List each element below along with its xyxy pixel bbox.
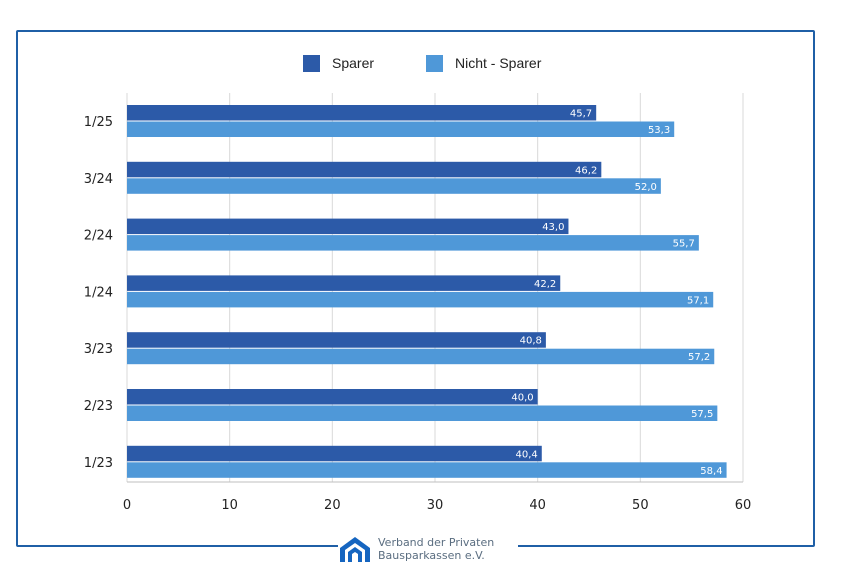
bar-nicht-sparer-1-25 xyxy=(127,121,675,137)
bar-sparer-1-24 xyxy=(127,275,561,291)
legend: Sparer Nicht - Sparer xyxy=(0,53,850,73)
bar-nicht-sparer-2-24 xyxy=(127,235,699,251)
y-tick-label-2-24: 2/24 xyxy=(84,229,113,244)
data-label-sparer-2-23: 40,0 xyxy=(511,393,533,404)
x-tick-label-50: 50 xyxy=(632,498,649,513)
bar-nicht-sparer-3-24 xyxy=(127,178,661,194)
data-label-nicht-sparer-3-23: 57,2 xyxy=(688,352,710,363)
data-label-nicht-sparer-2-24: 55,7 xyxy=(673,239,695,250)
bar-sparer-3-24 xyxy=(127,161,602,178)
legend-swatch-nicht-sparer xyxy=(426,54,443,72)
logo-text-line2: Bausparkassen e.V. xyxy=(378,549,485,562)
data-label-nicht-sparer-1-24: 57,1 xyxy=(687,295,709,306)
bar-nicht-sparer-1-24 xyxy=(127,291,714,308)
x-tick-label-30: 30 xyxy=(427,498,444,513)
data-label-sparer-2-24: 43,0 xyxy=(542,222,564,233)
bar-nicht-sparer-1-23 xyxy=(127,462,727,478)
bar-sparer-3-23 xyxy=(127,332,546,348)
data-label-sparer-1-25: 45,7 xyxy=(570,109,592,120)
y-tick-label-1-23: 1/23 xyxy=(84,456,113,471)
data-label-sparer-1-23: 40,4 xyxy=(516,449,538,460)
x-tick-label-20: 20 xyxy=(324,498,341,513)
house-logo-icon xyxy=(340,537,370,562)
legend-item-sparer: Sparer xyxy=(303,53,374,73)
logo-text-line1: Verband der Privaten xyxy=(378,536,495,549)
bar-sparer-2-24 xyxy=(127,218,569,235)
bar-sparer-2-23 xyxy=(127,389,538,405)
footer-logo: Verband der Privaten Bausparkassen e.V. xyxy=(338,530,518,568)
data-label-sparer-3-24: 46,2 xyxy=(575,165,597,176)
bar-nicht-sparer-2-23 xyxy=(127,405,718,421)
data-label-nicht-sparer-1-23: 58,4 xyxy=(700,466,722,477)
data-label-nicht-sparer-3-24: 52,0 xyxy=(635,182,657,193)
y-tick-label-3-23: 3/23 xyxy=(84,342,113,357)
x-tick-label-10: 10 xyxy=(221,498,238,513)
bar-nicht-sparer-3-23 xyxy=(127,348,715,365)
y-tick-label-1-25: 1/25 xyxy=(84,115,113,130)
legend-item-nicht-sparer: Nicht - Sparer xyxy=(426,53,541,73)
y-tick-label-3-24: 3/24 xyxy=(84,172,113,187)
data-label-nicht-sparer-1-25: 53,3 xyxy=(648,125,670,136)
y-tick-label-2-23: 2/23 xyxy=(84,399,113,414)
y-tick-label-1-24: 1/24 xyxy=(84,285,113,300)
x-tick-label-0: 0 xyxy=(123,498,131,513)
legend-label-nicht-sparer: Nicht - Sparer xyxy=(455,55,542,71)
bar-sparer-1-25 xyxy=(127,105,597,121)
data-label-nicht-sparer-2-23: 57,5 xyxy=(691,409,713,420)
data-label-sparer-1-24: 42,2 xyxy=(534,279,556,290)
bar-sparer-1-23 xyxy=(127,445,542,462)
x-tick-label-60: 60 xyxy=(735,498,752,513)
x-tick-label-40: 40 xyxy=(529,498,546,513)
data-label-sparer-3-23: 40,8 xyxy=(520,336,542,347)
legend-swatch-sparer xyxy=(303,54,320,72)
legend-label-sparer: Sparer xyxy=(332,55,375,71)
